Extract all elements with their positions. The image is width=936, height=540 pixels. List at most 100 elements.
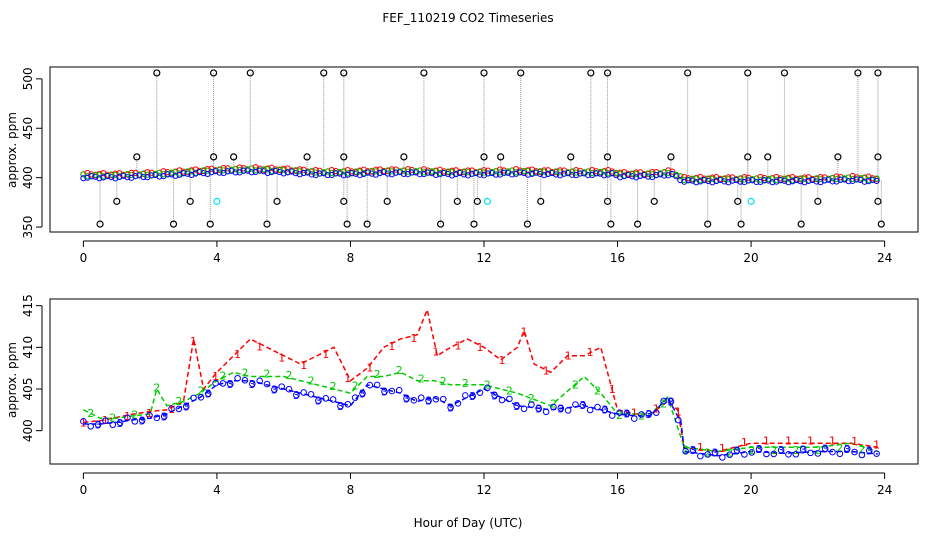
series-2-label: 2 <box>175 395 182 408</box>
baseline-point <box>344 166 351 174</box>
series-3-marker <box>256 377 263 385</box>
series-3-marker <box>432 395 440 403</box>
baseline-point <box>633 174 640 181</box>
baseline-point <box>873 177 880 184</box>
baseline-point <box>512 170 520 177</box>
series-1-label: 1 <box>785 434 792 447</box>
baseline-point <box>516 169 524 176</box>
top-x-tick-label: 12 <box>476 251 491 265</box>
baseline-point <box>613 169 620 176</box>
baseline-point <box>340 168 347 175</box>
baseline-point <box>256 167 263 174</box>
series-3-marker <box>153 414 161 422</box>
top-panel-ylabel: approx. ppm <box>5 112 19 188</box>
series-3-marker <box>307 391 315 398</box>
series-3-label: 3 <box>425 395 432 408</box>
series-2-label: 2 <box>264 368 271 381</box>
series-2-line <box>83 371 879 453</box>
series-3-marker <box>682 448 689 455</box>
series-3-marker <box>447 404 454 411</box>
series-3-marker <box>836 450 844 458</box>
spike-point <box>764 153 772 161</box>
series-3-label: 3 <box>469 390 476 403</box>
baseline-point <box>585 168 592 175</box>
spike-point <box>363 220 371 228</box>
spike-point <box>603 197 612 205</box>
baseline-point <box>420 169 428 176</box>
baseline-point <box>500 169 508 176</box>
series-3-marker <box>579 401 587 409</box>
series-3-marker <box>506 395 513 403</box>
baseline-point <box>689 175 696 182</box>
baseline-point <box>456 169 464 177</box>
baseline-point <box>653 171 660 179</box>
series-2-label: 2 <box>836 441 843 454</box>
series-3-marker <box>175 405 183 413</box>
top-x-tick-label: 20 <box>743 251 758 265</box>
series-3-marker <box>204 390 212 397</box>
series-3-label: 3 <box>205 388 212 401</box>
series-3-marker <box>535 405 543 412</box>
series-3-marker <box>873 450 880 457</box>
series-3-marker <box>667 398 675 405</box>
baseline-point <box>865 178 872 185</box>
spike-point <box>480 153 488 161</box>
baseline-point <box>873 175 880 182</box>
series-3-marker <box>439 395 447 403</box>
series-3-marker <box>564 407 572 414</box>
baseline-point <box>737 175 744 182</box>
series-3-label: 3 <box>271 384 278 397</box>
baseline-point <box>621 169 628 176</box>
spike-point <box>834 153 842 161</box>
series-3-marker <box>520 405 528 413</box>
spike-point <box>517 69 525 77</box>
spike-point <box>400 153 408 161</box>
series-3-marker <box>190 394 197 402</box>
spike-point <box>684 69 692 77</box>
series-3-label: 3 <box>822 443 829 456</box>
baseline-point <box>849 175 856 183</box>
series-3-marker <box>322 395 330 402</box>
baseline-point <box>845 174 852 181</box>
series-3-marker <box>491 391 498 399</box>
series-3-line <box>83 379 878 457</box>
series-3-marker <box>807 449 814 457</box>
series-3-marker <box>829 448 836 456</box>
series-3-marker <box>851 448 858 456</box>
series-2-label: 2 <box>858 443 865 456</box>
baseline-point <box>520 167 528 175</box>
baseline-point <box>420 170 428 178</box>
baseline-point <box>260 166 267 173</box>
series-3-marker <box>462 392 469 399</box>
spike-point <box>420 69 428 77</box>
spike-point <box>814 197 822 205</box>
baseline-point <box>781 175 788 182</box>
x-axis-title: Hour of Day (UTC) <box>414 516 523 530</box>
series-1-label: 1 <box>653 402 660 415</box>
baseline-point <box>272 167 279 174</box>
spike-point <box>667 153 675 161</box>
top-y-tick-label: 400 <box>21 166 35 189</box>
baseline-point <box>577 170 584 177</box>
series-3-marker <box>755 445 763 453</box>
top-x-tick-label: 24 <box>877 251 892 265</box>
top-x-tick-label: 0 <box>80 251 88 265</box>
baseline-point <box>444 168 452 175</box>
series-3-marker <box>182 403 190 410</box>
spike-point <box>320 69 328 77</box>
series-3-marker <box>285 385 293 393</box>
series-2-label: 2 <box>528 392 535 405</box>
series-3-marker <box>454 400 462 407</box>
baseline-point <box>593 170 600 177</box>
baseline-point <box>532 169 540 176</box>
baseline-point <box>324 168 331 175</box>
baseline-point <box>280 170 287 177</box>
baseline-point <box>677 176 684 184</box>
cyan-point <box>213 197 221 205</box>
baseline-point <box>148 172 155 179</box>
baseline-point <box>440 169 448 176</box>
series-2-label: 2 <box>396 364 403 377</box>
cyan-point <box>747 197 755 205</box>
spike-point <box>854 69 862 77</box>
